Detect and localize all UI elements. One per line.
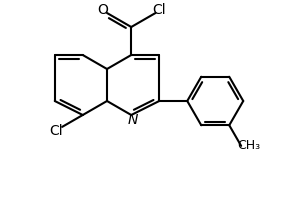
Text: O: O — [98, 3, 108, 17]
Text: Cl: Cl — [49, 124, 63, 138]
Text: Cl: Cl — [153, 3, 166, 17]
Text: N: N — [128, 113, 138, 127]
Text: CH₃: CH₃ — [238, 139, 261, 152]
